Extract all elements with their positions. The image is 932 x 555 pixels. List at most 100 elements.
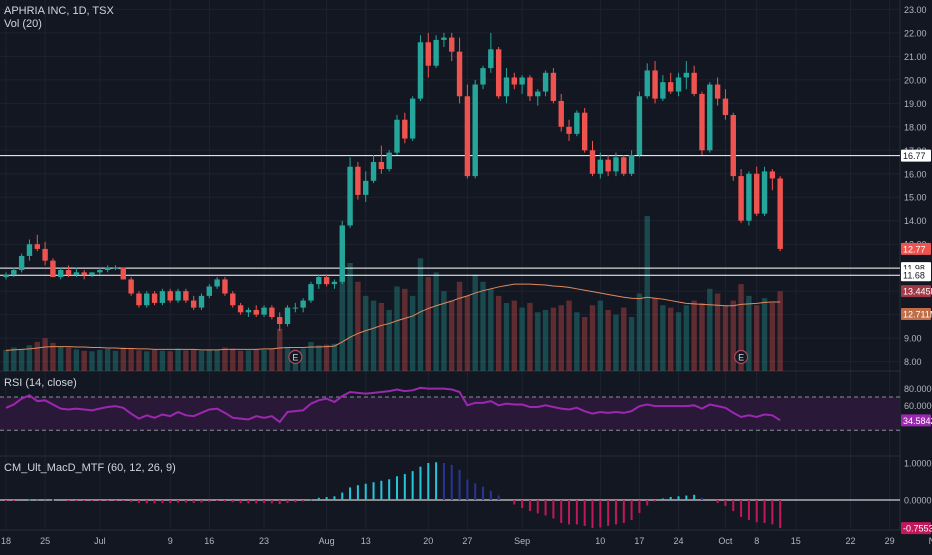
candle xyxy=(542,70,549,97)
candle xyxy=(503,68,510,104)
volume-bar xyxy=(245,350,252,371)
volume-bar xyxy=(81,350,87,371)
candle-body xyxy=(527,77,533,97)
candle xyxy=(11,267,17,278)
macd-bar xyxy=(302,500,305,502)
volume-bar xyxy=(660,305,666,371)
candle xyxy=(97,267,103,275)
candle-body xyxy=(292,307,299,309)
volume-bar xyxy=(472,274,478,371)
macd-bar xyxy=(192,500,195,503)
candle xyxy=(730,112,736,181)
candle-body xyxy=(652,70,658,99)
rsi-legend: RSI (14, close) xyxy=(4,377,77,389)
candle xyxy=(386,150,392,172)
candle xyxy=(355,162,361,200)
earnings-marker[interactable]: E xyxy=(288,349,303,365)
candle-body xyxy=(50,260,56,278)
macd-bar xyxy=(278,500,281,505)
candle-body xyxy=(284,307,291,325)
volume-bar xyxy=(511,300,517,371)
volume-bar xyxy=(714,293,721,371)
earnings-circle xyxy=(288,349,303,365)
candle xyxy=(550,68,557,104)
time-tick-label: 23 xyxy=(259,536,269,546)
candle-body xyxy=(18,255,25,271)
price-tick-label: 22.00 xyxy=(904,28,927,38)
candle-body xyxy=(198,295,205,308)
candles-layer xyxy=(3,32,783,332)
macd-bar xyxy=(36,499,39,501)
candle-body xyxy=(738,176,744,221)
volume-bar xyxy=(761,298,768,371)
volume-bar xyxy=(370,300,377,371)
candle-body xyxy=(730,115,736,177)
volume-bar xyxy=(566,300,572,371)
candle xyxy=(323,274,330,287)
volume-bar xyxy=(683,305,690,371)
volume-bar xyxy=(159,350,166,371)
macd-bar xyxy=(223,500,226,502)
earnings-marker[interactable]: E xyxy=(733,349,749,365)
macd-bar xyxy=(482,486,485,500)
time-axis[interactable]: 18 25 Jul 9 16 23 Aug 13 20 27 Sep 10 17 24 Oct 8 15 22 29… xyxy=(1,536,932,546)
candle xyxy=(65,265,72,278)
candle-body xyxy=(769,171,776,179)
macd-bar xyxy=(380,480,383,500)
candle xyxy=(511,72,517,90)
volume-bar xyxy=(120,347,126,371)
macd-bar xyxy=(341,492,344,500)
time-tick-label: 16 xyxy=(204,536,214,546)
price-tick-label: 9.00 xyxy=(904,334,922,344)
volume-bar xyxy=(699,302,705,371)
price-axis[interactable]: 23.0022.0021.0020.0019.0018.0017.0016.00… xyxy=(901,5,932,535)
volume-bar xyxy=(605,309,611,371)
candle-body xyxy=(277,316,283,325)
volume-bar xyxy=(456,281,463,371)
candle xyxy=(363,171,369,202)
volume-bar xyxy=(730,300,736,371)
macd-bar xyxy=(521,500,524,509)
volume-bar xyxy=(50,342,56,371)
volume-bar xyxy=(613,314,619,371)
candle-body xyxy=(355,166,361,195)
candle-body xyxy=(136,293,142,306)
price-tick-label: 19.00 xyxy=(904,99,927,109)
macd-bar xyxy=(528,500,531,512)
candle-body xyxy=(707,84,713,151)
macd-bar xyxy=(614,500,617,525)
candle-body xyxy=(347,166,353,226)
candle-body xyxy=(261,307,267,315)
macd-bar xyxy=(247,500,250,504)
candle-body xyxy=(190,300,197,308)
candle xyxy=(754,166,760,217)
volume-bar xyxy=(589,305,596,371)
time-tick-label: Oct xyxy=(718,536,733,546)
candle xyxy=(347,157,353,228)
candle-body xyxy=(566,126,572,134)
candle xyxy=(34,234,40,252)
volume-bar xyxy=(378,302,385,371)
candle xyxy=(644,63,650,99)
candle xyxy=(308,281,314,303)
volume-ma-badge: 12.711M xyxy=(901,307,932,320)
macd-bar xyxy=(513,500,516,505)
earnings-label: E xyxy=(292,353,298,363)
candle xyxy=(761,166,768,217)
volume-legend: Vol (20) xyxy=(4,18,42,30)
macd-bar xyxy=(309,499,312,501)
horizontal-lines[interactable] xyxy=(0,155,900,276)
volume-bar xyxy=(144,351,150,371)
macd-bar xyxy=(294,500,297,503)
macd-bar xyxy=(638,500,641,513)
price-badge-line-low-bg xyxy=(901,269,931,282)
volume-bar xyxy=(151,349,158,371)
time-tick-label: Nov xyxy=(929,536,932,546)
candle-body xyxy=(34,244,40,249)
volume-bar xyxy=(104,348,111,371)
rsi-tick-label: 80.0000 xyxy=(904,384,932,394)
volume-bar xyxy=(449,300,455,371)
rsi-band xyxy=(0,396,900,431)
candle-body xyxy=(300,300,306,308)
